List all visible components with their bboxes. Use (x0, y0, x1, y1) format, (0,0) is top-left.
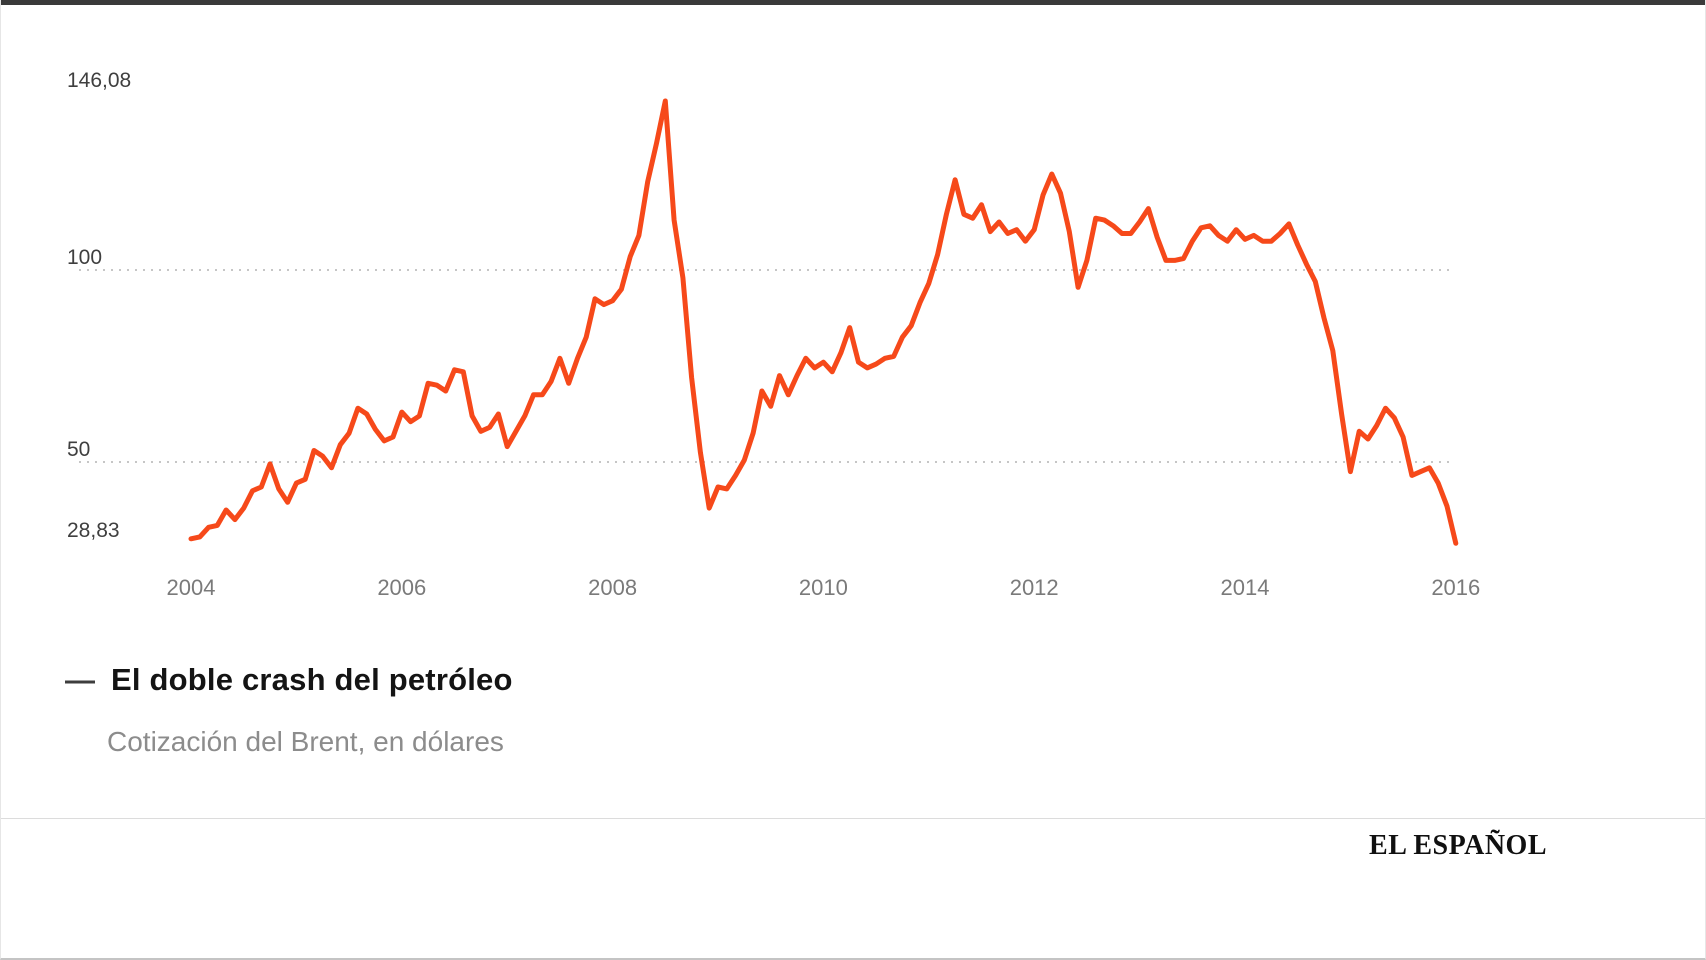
series-line-brent (188, 98, 1459, 546)
chart-subtitle: Cotización del Brent, en dólares (107, 726, 504, 757)
chart-svg (79, 98, 1459, 546)
x-axis-label: 2006 (377, 575, 427, 600)
x-axis-label: 2010 (798, 575, 848, 600)
y-axis-label: 50 (67, 438, 91, 461)
x-axis-label: 2016 (1431, 575, 1481, 600)
y-axis-label: 100 (67, 246, 103, 269)
x-axis-label: 2008 (588, 575, 638, 600)
y-axis-label: 146,08 (67, 69, 132, 93)
brand-logo: EL ESPAÑOL (1369, 830, 1547, 861)
x-axis-label: 2004 (166, 575, 216, 600)
chart-legend: — El doble crash del petróleo (65, 662, 513, 698)
footer-divider (1, 818, 1705, 819)
y-axis-label: 28,83 (67, 519, 120, 543)
chart-title: El doble crash del petróleo (111, 662, 513, 697)
top-border (1, 0, 1705, 5)
legend-dash-icon: — (65, 664, 95, 697)
brent-price-chart: 146,08 100 50 28,83 2004 2006 2008 2010 2012 201… (1, 0, 1705, 630)
x-axis-label: 2012 (1009, 575, 1059, 600)
x-axis-label: 2014 (1220, 575, 1270, 600)
